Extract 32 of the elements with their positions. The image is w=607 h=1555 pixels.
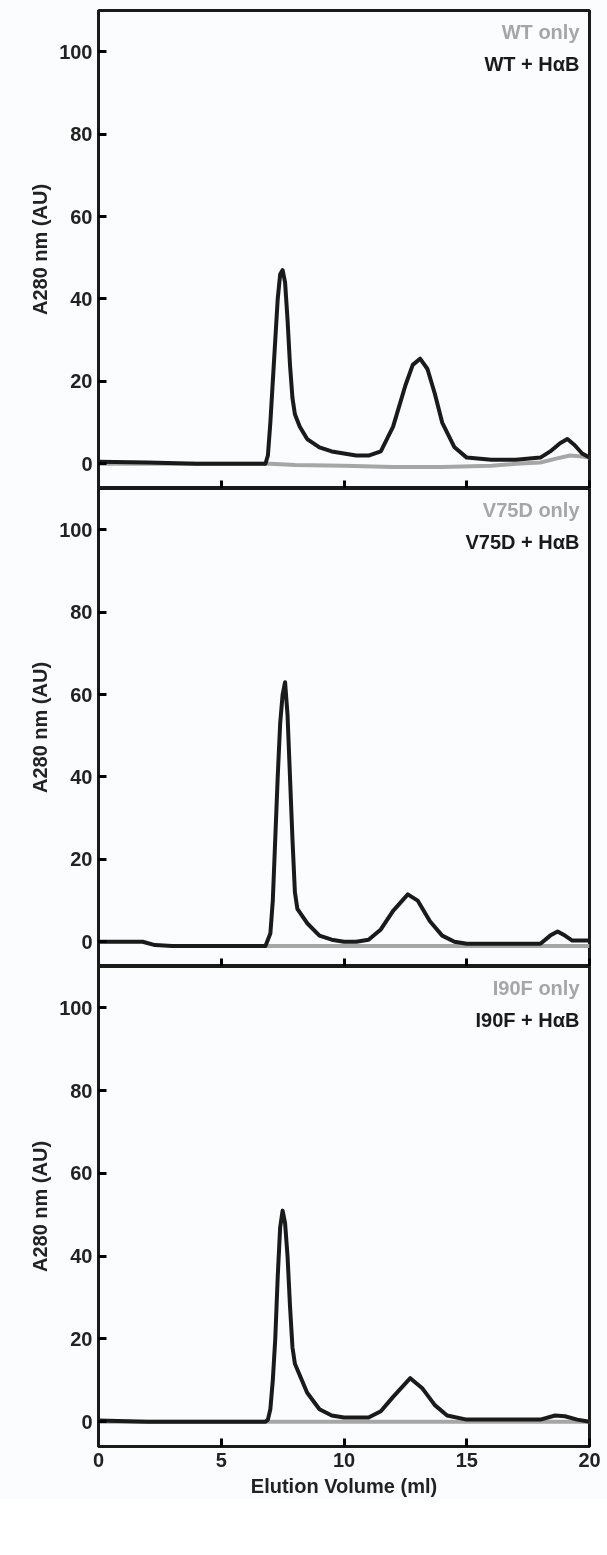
y-tick-label: 80 (70, 1079, 93, 1102)
y-tick-label: 60 (70, 1162, 93, 1185)
y-tick-label: 100 (59, 518, 93, 541)
text: WT + HαB (484, 52, 580, 75)
y-axis-title: A280 nm (AU) (29, 183, 52, 316)
y-tick-label: 20 (70, 848, 93, 871)
y-tick-label: 100 (59, 40, 93, 63)
y-tick-label: 100 (59, 996, 93, 1019)
x-tick-label: 10 (332, 1448, 356, 1471)
y-tick-label: 20 (70, 370, 93, 393)
text: I90F only (492, 976, 581, 999)
y-tick-label: 0 (81, 452, 93, 475)
x-tick-label: 5 (215, 1448, 227, 1471)
y-tick-label: 0 (81, 930, 93, 953)
text: V75D only (482, 498, 581, 521)
y-axis-title: A280 nm (AU) (29, 1140, 52, 1273)
y-tick-label: 40 (70, 765, 93, 788)
y-tick-label: 60 (70, 683, 93, 706)
y-axis-title: A280 nm (AU) (29, 661, 52, 794)
y-tick-label: 80 (70, 123, 93, 146)
y-tick-label: 60 (70, 205, 93, 228)
x-tick-label: 20 (578, 1448, 601, 1471)
y-tick-label: 20 (70, 1327, 93, 1350)
x-axis-title: Elution Volume (ml) (250, 1474, 438, 1497)
x-tick-label: 15 (455, 1448, 478, 1471)
text: V75D + HαB (465, 530, 580, 553)
y-tick-label: 80 (70, 601, 93, 624)
y-tick-label: 40 (70, 287, 93, 310)
y-tick-label: 0 (81, 1410, 93, 1433)
y-tick-label: 40 (70, 1245, 93, 1268)
text: I90F + HαB (475, 1008, 580, 1031)
text: WT only (501, 20, 581, 43)
